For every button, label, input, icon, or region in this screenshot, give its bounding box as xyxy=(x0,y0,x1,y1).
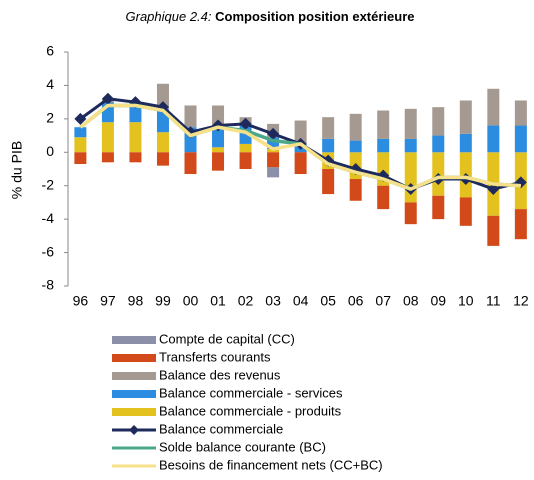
x-tick-label: 09 xyxy=(430,293,446,309)
x-tick-label: 10 xyxy=(458,293,474,309)
bar xyxy=(129,122,142,153)
y-tick-label: -8 xyxy=(42,277,55,293)
bar xyxy=(129,152,142,163)
x-tick-label: 00 xyxy=(183,293,199,309)
line xyxy=(79,103,521,191)
bar xyxy=(212,152,225,171)
legend-swatch xyxy=(112,354,156,362)
bar xyxy=(322,117,335,139)
title-text: Composition position extérieure xyxy=(215,9,414,24)
bar xyxy=(101,122,114,153)
x-tick-label: 12 xyxy=(513,293,529,309)
x-tick-label: 96 xyxy=(73,293,89,309)
bar xyxy=(432,107,445,136)
y-axis-label: % du PIB xyxy=(9,141,25,199)
title-label: Graphique 2.4: xyxy=(126,9,212,24)
x-tick-label: 06 xyxy=(348,293,364,309)
bar xyxy=(156,83,169,109)
bar xyxy=(294,120,307,144)
marker xyxy=(239,117,252,130)
bar xyxy=(74,152,87,164)
legend-label: Besoins de financement nets (CC+BC) xyxy=(159,457,383,472)
x-tick-label: 03 xyxy=(265,293,281,309)
bar xyxy=(349,179,362,201)
bar xyxy=(74,127,87,138)
bar xyxy=(349,113,362,141)
y-tick-label: 0 xyxy=(46,143,54,159)
bar xyxy=(514,209,527,240)
x-tick-label: 04 xyxy=(293,293,309,309)
bar xyxy=(432,135,445,153)
bar xyxy=(487,88,500,126)
bar xyxy=(74,137,87,153)
legend-label: Balance des revenus xyxy=(159,367,281,382)
y-tick-label: -2 xyxy=(42,176,55,192)
x-tick-label: 08 xyxy=(403,293,419,309)
x-tick-label: 02 xyxy=(238,293,254,309)
bar xyxy=(349,140,362,153)
marker xyxy=(267,127,280,140)
legend-swatch xyxy=(112,372,156,380)
bar xyxy=(156,152,169,166)
y-tick-label: 6 xyxy=(46,43,54,59)
bar xyxy=(514,125,527,153)
bar xyxy=(377,185,390,210)
bar xyxy=(432,195,445,220)
legend-swatch xyxy=(112,336,156,344)
y-tick-label: -6 xyxy=(42,243,55,259)
bar xyxy=(101,152,114,163)
bar xyxy=(267,152,280,168)
bar xyxy=(184,105,197,128)
bar xyxy=(404,138,417,153)
y-tick-label: 4 xyxy=(46,76,54,92)
bar xyxy=(514,100,527,126)
y-tick-label: -4 xyxy=(42,210,55,226)
legend-label: Balance commerciale xyxy=(159,421,283,436)
legend-label: Balance commerciale - produits xyxy=(159,403,342,418)
legend-label: Balance commerciale - services xyxy=(159,385,343,400)
legend-label: Transferts courants xyxy=(159,349,271,364)
marker xyxy=(101,92,114,105)
bar xyxy=(459,133,472,153)
bar xyxy=(322,138,335,153)
marker xyxy=(74,112,87,125)
bar xyxy=(239,152,252,169)
bar xyxy=(459,100,472,134)
x-tick-label: 05 xyxy=(320,293,336,309)
bar xyxy=(267,167,280,178)
bar xyxy=(212,147,225,153)
bar xyxy=(294,152,307,175)
bar xyxy=(156,132,169,153)
y-tick-label: 2 xyxy=(46,110,54,126)
bar xyxy=(377,138,390,153)
bar xyxy=(239,143,252,153)
marker xyxy=(487,183,500,196)
legend-label: Solde balance courante (BC) xyxy=(159,439,326,454)
bar xyxy=(212,128,225,148)
bar xyxy=(459,197,472,226)
bar xyxy=(404,202,417,225)
x-tick-label: 07 xyxy=(375,293,391,309)
bar xyxy=(404,108,417,139)
x-tick-label: 11 xyxy=(486,293,501,309)
bar xyxy=(377,110,390,139)
x-tick-label: 97 xyxy=(100,293,116,309)
bar xyxy=(487,215,500,246)
legend-swatch xyxy=(112,390,156,398)
bar xyxy=(322,169,335,195)
legend-swatch xyxy=(112,408,156,416)
x-tick-label: 01 xyxy=(210,293,226,309)
legend-marker xyxy=(129,425,139,435)
bar xyxy=(487,125,500,153)
chart-title: Graphique 2.4: Composition position exté… xyxy=(126,9,415,24)
x-tick-label: 98 xyxy=(128,293,144,309)
x-tick-label: 99 xyxy=(155,293,171,309)
bar xyxy=(184,152,197,175)
legend-label: Compte de capital (CC) xyxy=(159,331,295,346)
bar xyxy=(267,137,280,149)
